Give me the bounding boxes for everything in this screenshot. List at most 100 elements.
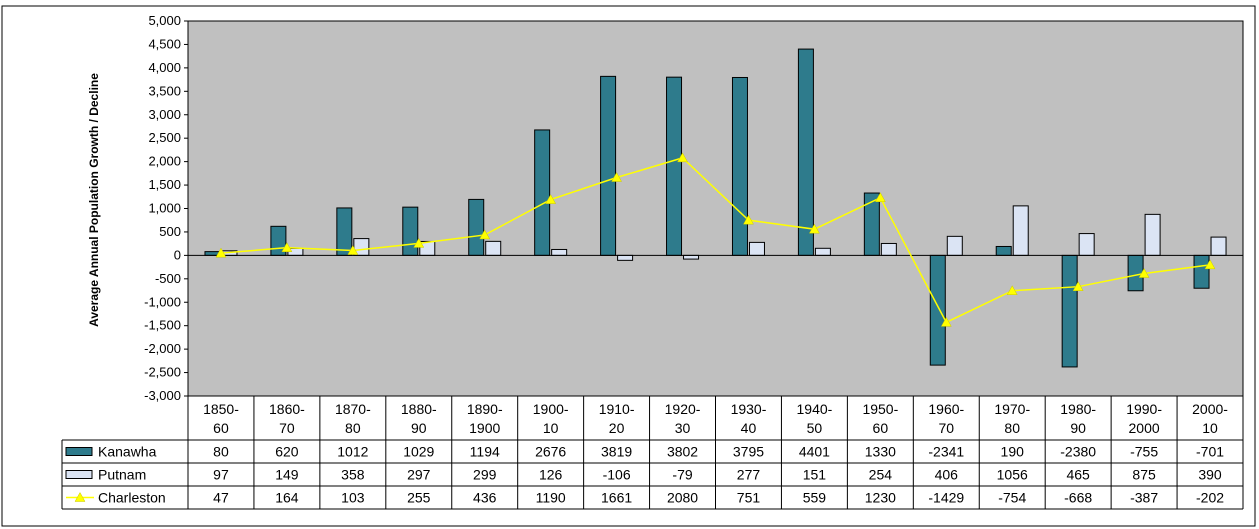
bar-marks [188, 48, 1243, 368]
data-label-charleston: -387 [1130, 490, 1158, 506]
data-label-putnam: 390 [1198, 467, 1222, 483]
x-tick-label: 1900 [469, 420, 500, 436]
data-label-putnam: -106 [603, 467, 631, 483]
x-tick-label: 1940- [797, 401, 833, 417]
legend-label-kanawha: Kanawha [98, 444, 157, 460]
data-label-charleston: 559 [803, 490, 827, 506]
bar-kanawha [1127, 254, 1144, 292]
bar-putnam [814, 247, 831, 256]
legend-key-putnam [65, 470, 93, 479]
bar-putnam [1210, 236, 1227, 256]
data-label-putnam: 254 [869, 467, 893, 483]
data-label-putnam: 358 [341, 467, 365, 483]
data-label-putnam: 406 [935, 467, 959, 483]
data-label-charleston: 436 [473, 490, 497, 506]
data-label-kanawha: 80 [213, 444, 229, 460]
x-tick-label: 80 [345, 420, 361, 436]
bar-putnam [946, 235, 963, 256]
point-charleston [347, 245, 359, 255]
data-label-kanawha: 3802 [667, 444, 698, 460]
x-tick-label: 90 [1070, 420, 1086, 436]
y-tick-label: -1,500 [144, 318, 181, 333]
bar-kanawha [666, 76, 683, 256]
bar-putnam [748, 241, 765, 256]
bar-kanawha [731, 76, 748, 256]
data-label-putnam: 297 [407, 467, 431, 483]
data-label-kanawha: 3819 [601, 444, 632, 460]
data-label-putnam: -79 [672, 467, 692, 483]
data-label-kanawha: -701 [1196, 444, 1224, 460]
bar-kanawha [1061, 254, 1078, 368]
data-label-putnam: 97 [213, 467, 229, 483]
data-label-kanawha: -755 [1130, 444, 1158, 460]
data-label-kanawha: -2341 [928, 444, 964, 460]
bar-kanawha [600, 75, 617, 256]
point-charleston [1072, 281, 1084, 291]
y-tick-label: -3,000 [144, 388, 181, 403]
bar-kanawha [534, 129, 551, 256]
data-label-charleston: 1190 [536, 490, 566, 506]
line-charleston [220, 157, 1211, 324]
bar-kanawha [929, 254, 946, 366]
x-tick-label: 60 [213, 420, 229, 436]
point-charleston [413, 237, 425, 248]
x-tick-label: 90 [411, 420, 427, 436]
data-label-kanawha: 620 [275, 444, 299, 460]
x-tick-label: 1950- [862, 401, 898, 417]
x-tick-label: 1970- [994, 401, 1030, 417]
bar-putnam [617, 254, 634, 261]
legend-label-putnam: Putnam [98, 467, 146, 483]
x-tick-label: 1960- [928, 401, 964, 417]
x-tick-label: 1850- [203, 401, 239, 417]
bar-kanawha [468, 198, 485, 256]
x-tick-label: 50 [807, 420, 823, 436]
bar-putnam [1144, 213, 1161, 256]
bar-putnam [1012, 205, 1029, 256]
point-charleston [215, 247, 227, 258]
data-label-putnam: 149 [275, 467, 299, 483]
point-charleston [1138, 268, 1150, 278]
bar-putnam [551, 248, 568, 256]
data-label-putnam: 465 [1066, 467, 1090, 483]
x-tick-label: 1990- [1126, 401, 1162, 417]
data-label-charleston: 751 [737, 490, 761, 506]
y-tick-label: 4,000 [148, 60, 181, 75]
point-charleston [545, 194, 557, 204]
data-label-charleston: 1661 [601, 490, 632, 506]
data-label-kanawha: 1029 [403, 444, 434, 460]
point-charleston [611, 172, 623, 182]
x-tick-label: 80 [1004, 420, 1020, 436]
data-label-kanawha: 1330 [865, 444, 896, 460]
line-marks [215, 152, 1216, 327]
y-tick-label: 2,000 [148, 154, 181, 169]
data-label-charleston: -202 [1196, 490, 1224, 506]
data-label-charleston: 2080 [667, 490, 698, 506]
data-label-charleston: -754 [998, 490, 1026, 506]
data-label-charleston: 1230 [865, 490, 896, 506]
data-label-kanawha: 1012 [337, 444, 368, 460]
y-tick-label: 5,000 [148, 13, 181, 28]
y-axis-label: Average Annual Population Growth / Decli… [87, 73, 101, 327]
point-charleston [743, 214, 754, 225]
x-tick-label: 1980- [1060, 401, 1096, 417]
x-tick-label: 2000 [1129, 420, 1160, 436]
bar-putnam [683, 254, 700, 260]
data-label-charleston: -668 [1064, 490, 1092, 506]
x-tick-label: 60 [873, 420, 889, 436]
bar-putnam [1078, 233, 1095, 256]
y-tick-label: 3,000 [148, 107, 181, 122]
point-charleston [874, 192, 886, 202]
bar-kanawha [995, 245, 1012, 256]
x-tick-label: 1870- [335, 401, 371, 417]
x-tick-label: 1890- [467, 401, 503, 417]
data-label-charleston: -1429 [928, 490, 964, 506]
bar-kanawha [336, 207, 353, 256]
y-axis-ticks: -3,000 -2,500 -2,000 -1,500 -1,000 -500 0 500 1,… [144, 13, 188, 403]
data-label-kanawha: 190 [1001, 444, 1025, 460]
x-tick-label: 10 [543, 420, 559, 436]
bar-putnam [485, 240, 502, 256]
x-tick-label: 10 [1202, 420, 1218, 436]
y-tick-label: 500 [159, 224, 181, 239]
data-label-kanawha: 2676 [535, 444, 566, 460]
